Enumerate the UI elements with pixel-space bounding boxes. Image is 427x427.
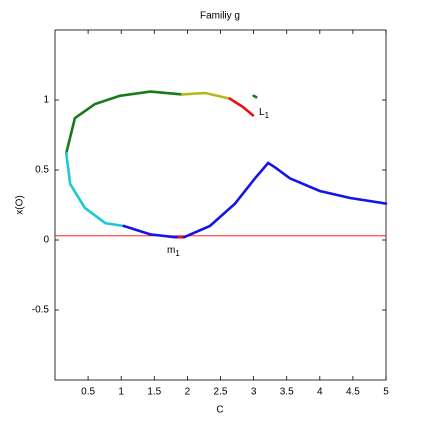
x-tick-label: 0.5 <box>81 387 95 398</box>
chart-title: Familiy g <box>200 11 240 22</box>
y-tick-label: 0 <box>43 235 49 246</box>
x-tick-label: 4.5 <box>346 387 360 398</box>
curve <box>252 94 258 99</box>
x-tick-label: 5 <box>383 387 389 398</box>
x-tick-label: 2 <box>185 387 191 398</box>
x-tick-label: 3.5 <box>280 387 294 398</box>
y-tick-label: 1 <box>43 95 49 106</box>
annotation: L1 <box>259 107 270 120</box>
x-tick-label: 4 <box>317 387 323 398</box>
annotation-sub: 1 <box>265 111 270 120</box>
y-tick-label: 0.5 <box>35 165 49 176</box>
x-tick-label: 1 <box>118 387 124 398</box>
x-axis-label: C <box>216 405 223 416</box>
curve <box>182 161 388 239</box>
annotation-sub: 1 <box>175 249 180 258</box>
x-tick-label: 1.5 <box>147 387 161 398</box>
annotation: m1 <box>167 245 180 258</box>
plot-frame <box>54 29 387 381</box>
x-tick-label: 3 <box>251 387 257 398</box>
curve <box>180 91 232 100</box>
annotation-text: L <box>259 107 265 118</box>
annotation-text: m <box>167 245 175 256</box>
y-axis-label: x(O) <box>15 195 26 214</box>
curve <box>228 97 255 117</box>
x-tick-label: 2.5 <box>214 387 228 398</box>
curve <box>64 90 184 155</box>
curve <box>122 224 181 239</box>
y-tick-label: -0.5 <box>32 305 50 316</box>
curve <box>64 151 126 228</box>
